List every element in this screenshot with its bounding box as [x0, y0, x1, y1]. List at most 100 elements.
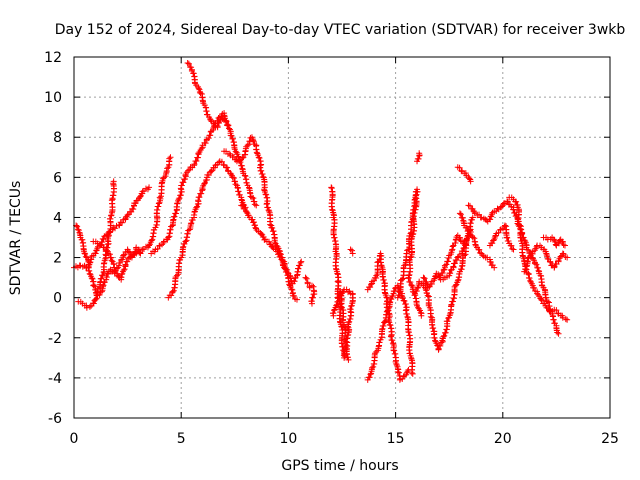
x-axis-label: GPS time / hours [281, 458, 398, 474]
data-marker [231, 175, 238, 182]
data-marker [235, 188, 242, 195]
data-point [469, 234, 476, 241]
data-point [165, 234, 172, 241]
data-marker [167, 226, 174, 233]
data-marker [538, 297, 545, 304]
data-marker [205, 172, 212, 179]
data-marker [380, 276, 387, 283]
data-marker [258, 161, 265, 168]
data-point [186, 226, 193, 233]
data-marker [487, 216, 494, 223]
data-marker [195, 197, 202, 204]
data-marker [103, 274, 110, 281]
data-marker [198, 190, 205, 197]
data-marker [415, 155, 422, 162]
data-point [156, 194, 163, 201]
data-marker [283, 268, 290, 275]
data-marker [476, 246, 483, 253]
data-marks [71, 60, 571, 383]
data-marker [172, 210, 179, 217]
data-marker [445, 315, 452, 322]
data-point [456, 210, 463, 217]
data-point [343, 338, 350, 345]
data-point [302, 274, 309, 281]
data-marker [376, 339, 383, 346]
data-point [152, 224, 159, 231]
series-arc-16 [394, 186, 425, 319]
data-marker [251, 198, 258, 205]
data-marker [188, 220, 195, 227]
data-marker [201, 180, 208, 187]
data-point [516, 222, 523, 229]
data-marker [253, 149, 260, 156]
data-marker [207, 117, 214, 124]
data-marker [442, 329, 449, 336]
data-marker [310, 291, 317, 298]
data-marker [408, 253, 415, 260]
data-marker [260, 173, 267, 180]
data-marker [370, 363, 377, 370]
data-marker [432, 337, 439, 344]
series-arc-21 [454, 164, 474, 185]
data-point [441, 262, 448, 269]
data-marker [286, 281, 293, 288]
data-marker [75, 227, 82, 234]
x-tick-label: 0 [70, 431, 79, 447]
data-point [244, 142, 251, 149]
data-marker [505, 237, 512, 244]
data-marker [560, 241, 567, 248]
data-marker [189, 217, 196, 224]
data-marker [228, 132, 235, 139]
data-marker [178, 182, 185, 189]
data-marker [155, 203, 162, 210]
data-marker [89, 275, 96, 282]
data-marker [340, 321, 347, 328]
data-point [546, 258, 553, 265]
data-marker [100, 236, 107, 243]
data-marker [105, 233, 112, 240]
data-marker [550, 316, 557, 323]
data-marker [413, 287, 420, 294]
data-marker [531, 284, 538, 291]
data-marker [118, 271, 125, 278]
data-point [195, 150, 202, 157]
data-marker [269, 225, 276, 232]
x-tick-labels: 0 5 10 15 20 25 [70, 431, 619, 447]
series-arc-17 [414, 150, 423, 165]
data-marker [309, 294, 316, 301]
series-arc-24 [486, 222, 517, 253]
data-marker [421, 275, 428, 282]
data-marker [100, 282, 107, 289]
data-marker [263, 191, 270, 198]
data-marker [509, 245, 516, 252]
axis-ticks [73, 56, 611, 419]
data-point [491, 264, 498, 271]
data-marker [345, 289, 352, 296]
data-marker [256, 154, 263, 161]
data-point [308, 282, 315, 289]
data-marker [399, 376, 406, 383]
data-point [501, 222, 508, 229]
data-point [405, 366, 412, 373]
data-marker [510, 206, 517, 213]
series-arc-27 [540, 234, 568, 249]
data-marker [401, 298, 408, 305]
data-marker [267, 221, 274, 228]
data-marker [367, 284, 374, 291]
data-marker [553, 307, 560, 314]
data-marker [489, 240, 496, 247]
data-marker [98, 275, 105, 282]
data-marker [295, 265, 302, 272]
data-marker [412, 206, 419, 213]
data-marker [518, 237, 525, 244]
data-marker [236, 191, 243, 198]
data-marker [259, 171, 266, 178]
data-marker [290, 292, 297, 299]
data-marker [337, 289, 344, 296]
data-marker [215, 159, 222, 166]
data-marker [560, 250, 567, 257]
data-marker [99, 272, 106, 279]
data-marker [487, 259, 494, 266]
data-marker [164, 165, 171, 172]
data-marker [459, 215, 466, 222]
